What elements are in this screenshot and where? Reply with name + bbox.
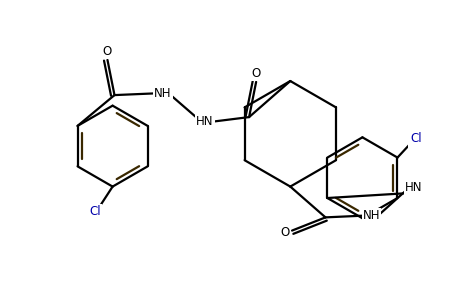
Text: O: O: [103, 45, 112, 58]
Text: Cl: Cl: [89, 205, 100, 218]
Text: Cl: Cl: [409, 132, 421, 145]
Text: HN: HN: [196, 115, 213, 128]
Text: O: O: [251, 67, 260, 80]
Text: NH: NH: [154, 87, 171, 100]
Text: HN: HN: [404, 181, 421, 194]
Text: NH: NH: [362, 209, 379, 222]
Text: O: O: [280, 226, 289, 239]
